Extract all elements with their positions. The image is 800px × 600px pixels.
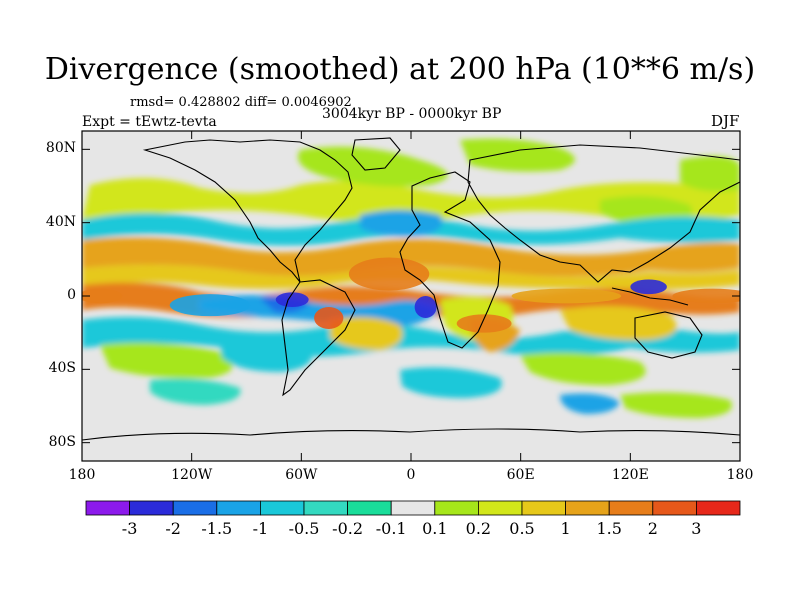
lon-label: 120W bbox=[171, 467, 213, 483]
band-south-yellow bbox=[330, 316, 403, 350]
colorbar-swatch bbox=[652, 500, 697, 516]
colorbar-label: 0.2 bbox=[465, 519, 492, 538]
axis-ticks bbox=[81, 131, 741, 461]
anomaly-cores bbox=[82, 257, 740, 333]
colorbar-swatch bbox=[477, 500, 523, 516]
lon-label: 120E bbox=[611, 467, 649, 483]
anomaly-core-0 bbox=[348, 257, 430, 291]
band-subtrop-orange bbox=[82, 237, 740, 277]
coast-north-america bbox=[142, 139, 353, 283]
lat-label: 40N bbox=[45, 213, 76, 230]
coast-south-america bbox=[281, 279, 356, 397]
band-south-green bbox=[100, 342, 233, 379]
anomaly-core-1 bbox=[314, 307, 344, 329]
band-north-green-2 bbox=[460, 138, 575, 172]
anomaly-core-3 bbox=[275, 292, 309, 307]
band-south-green-2 bbox=[520, 352, 646, 386]
colorbar-swatch bbox=[347, 500, 392, 516]
colorbar-swatch bbox=[129, 500, 174, 516]
colorbar-swatch bbox=[85, 500, 130, 516]
colorbar-label: -0.1 bbox=[375, 519, 407, 538]
colorbar-swatch bbox=[259, 500, 305, 516]
colorbar-swatch bbox=[303, 500, 348, 516]
colorbar-swatch bbox=[172, 500, 218, 516]
lon-label: 60W bbox=[285, 467, 318, 483]
anomaly-core-4 bbox=[630, 279, 667, 295]
anomaly-core-9 bbox=[456, 314, 512, 333]
plot-title: Divergence (smoothed) at 200 hPa (10**6 … bbox=[44, 52, 756, 87]
band-south-cyan-2 bbox=[220, 338, 312, 372]
colorbar-label: -1.5 bbox=[201, 519, 233, 538]
colorbar-label: -0.5 bbox=[288, 519, 320, 538]
map-area bbox=[82, 131, 740, 461]
anomaly-core-8 bbox=[169, 294, 251, 317]
band-north-yellow bbox=[82, 178, 740, 224]
coast-maritime bbox=[611, 287, 689, 306]
stats-line: rmsd= 0.428802 diff= 0.0046902 bbox=[130, 95, 352, 110]
band-south-green-4 bbox=[620, 392, 732, 418]
colorbar-label: -3 bbox=[121, 519, 138, 538]
lon-label: 60E bbox=[506, 467, 535, 483]
colorbar-label: -1 bbox=[252, 519, 269, 538]
lat-label: 80S bbox=[48, 433, 76, 450]
colorbar-label: 0.1 bbox=[422, 519, 448, 538]
season-label: DJF bbox=[711, 112, 740, 130]
experiment-label: Expt = tEwtz-tevta bbox=[82, 114, 217, 130]
anomaly-core-6 bbox=[82, 288, 123, 304]
colorbar-swatch bbox=[434, 500, 479, 516]
coast-australia bbox=[634, 311, 703, 359]
colorbar-label: -2 bbox=[165, 519, 181, 538]
coastlines bbox=[82, 137, 740, 441]
colorbar-swatch bbox=[216, 500, 261, 516]
band-south-green-3 bbox=[150, 378, 241, 405]
colorbar-swatch bbox=[565, 500, 610, 516]
band-north-blue bbox=[360, 210, 443, 237]
coast-antarctica bbox=[82, 428, 740, 441]
band-north-green bbox=[298, 146, 448, 187]
band-south-cyan-3 bbox=[400, 367, 502, 398]
colorbar-label: 2 bbox=[647, 519, 658, 538]
colorbar-swatch bbox=[390, 500, 436, 516]
colorbar-label: -0.2 bbox=[332, 519, 364, 538]
anomaly-bands bbox=[82, 138, 740, 418]
band-south-yellow-3 bbox=[560, 306, 677, 341]
lon-label: 0 bbox=[406, 467, 416, 483]
band-north-green-3 bbox=[680, 156, 740, 192]
colorbar-swatch bbox=[608, 500, 654, 516]
colorbar-label: 1.5 bbox=[596, 519, 622, 538]
coast-asia bbox=[467, 144, 740, 283]
lat-label: 80N bbox=[45, 140, 76, 157]
lat-label: 40S bbox=[48, 360, 76, 377]
colorbar bbox=[85, 500, 741, 516]
colorbar-label: 3 bbox=[691, 519, 702, 538]
colorbar-label: 0.5 bbox=[509, 519, 535, 538]
lat-label: 0 bbox=[67, 287, 76, 303]
anomaly-core-2 bbox=[414, 296, 437, 318]
coast-europe-africa bbox=[399, 171, 501, 349]
colorbar-swatch bbox=[696, 500, 741, 516]
colorbar-swatch bbox=[521, 500, 566, 516]
band-south-cyan-4 bbox=[560, 393, 620, 414]
colorbar-label: 1 bbox=[560, 519, 571, 538]
lon-label: 180 bbox=[68, 467, 96, 483]
anomaly-core-5 bbox=[672, 288, 740, 304]
anomaly-core-7 bbox=[511, 288, 622, 304]
lon-label: 180 bbox=[726, 467, 754, 483]
coast-greenland bbox=[351, 137, 401, 171]
period-label: 3004kyr BP - 0000kyr BP bbox=[322, 106, 502, 122]
